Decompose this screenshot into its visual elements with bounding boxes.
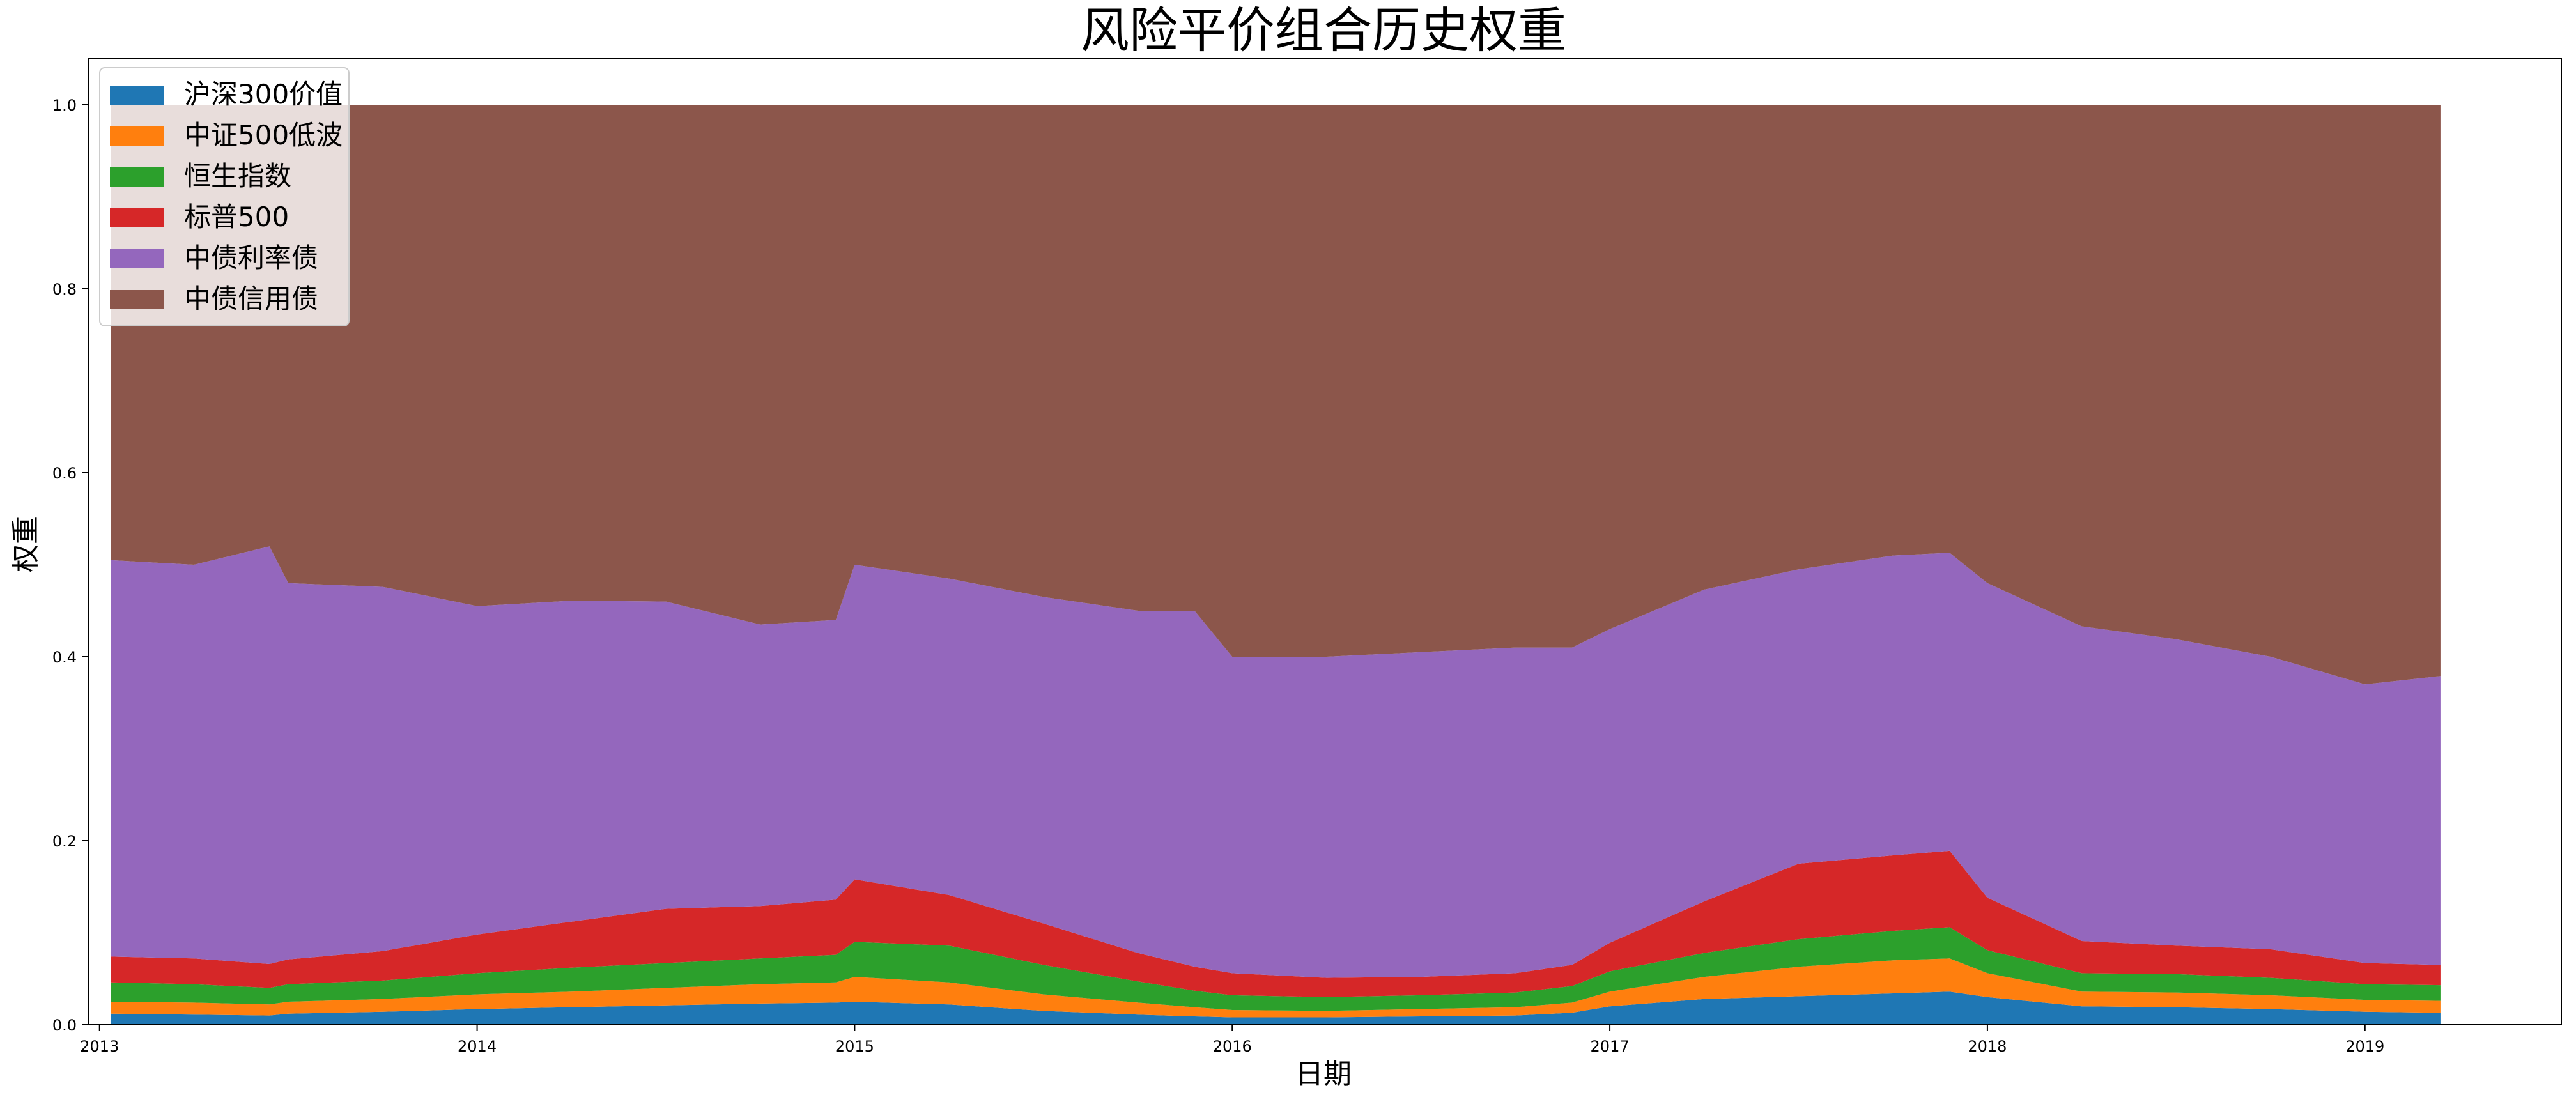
y-tick-label: 0.4	[52, 648, 77, 666]
plot-frame	[88, 58, 2562, 1025]
area-series-2	[111, 958, 2441, 1018]
area-series-5	[111, 546, 2441, 978]
area-series-1	[111, 991, 2441, 1025]
y-tick-label: 1.0	[52, 96, 77, 114]
legend-swatch	[110, 249, 164, 268]
x-tick-label: 2019	[2345, 1037, 2384, 1055]
x-axis: 2013 2014 2015 2016 2017 2018 2019	[80, 1025, 2384, 1055]
y-tick-label: 0.2	[52, 832, 77, 850]
x-tick-label: 2017	[1591, 1037, 1630, 1055]
y-tick-label: 0.0	[52, 1016, 77, 1034]
legend-label: 沪深300价值	[184, 79, 343, 110]
x-tick-label: 2016	[1213, 1037, 1252, 1055]
area-series-6	[111, 105, 2441, 685]
x-tick-label: 2014	[458, 1037, 497, 1055]
y-axis: 0.0 0.2 0.4 0.6 0.8 1.0	[52, 96, 88, 1034]
legend-swatch	[110, 126, 164, 146]
legend-label: 中债利率债	[184, 242, 318, 273]
legend-swatch	[110, 208, 164, 227]
x-tick-label: 2013	[80, 1037, 119, 1055]
y-axis-title: 权重	[10, 516, 42, 572]
legend-label: 中证500低波	[184, 119, 343, 151]
legend-label: 恒生指数	[184, 160, 291, 192]
x-tick-label: 2018	[1968, 1037, 2007, 1055]
y-tick-label: 0.8	[52, 280, 77, 298]
legend-swatch	[110, 86, 164, 105]
x-tick-label: 2015	[835, 1037, 874, 1055]
legend-label: 标普500	[184, 201, 289, 233]
x-axis-title: 日期	[1295, 1058, 1352, 1091]
area-series-3	[111, 927, 2441, 1011]
area-series-4	[111, 850, 2441, 997]
legend-label: 中债信用债	[184, 283, 318, 314]
legend-swatch	[110, 290, 164, 309]
y-tick-label: 0.6	[52, 464, 77, 482]
chart-title: 风险平价组合历史权重	[1081, 2, 1566, 59]
areas-layer	[111, 105, 2441, 1025]
legend-swatch	[110, 167, 164, 187]
